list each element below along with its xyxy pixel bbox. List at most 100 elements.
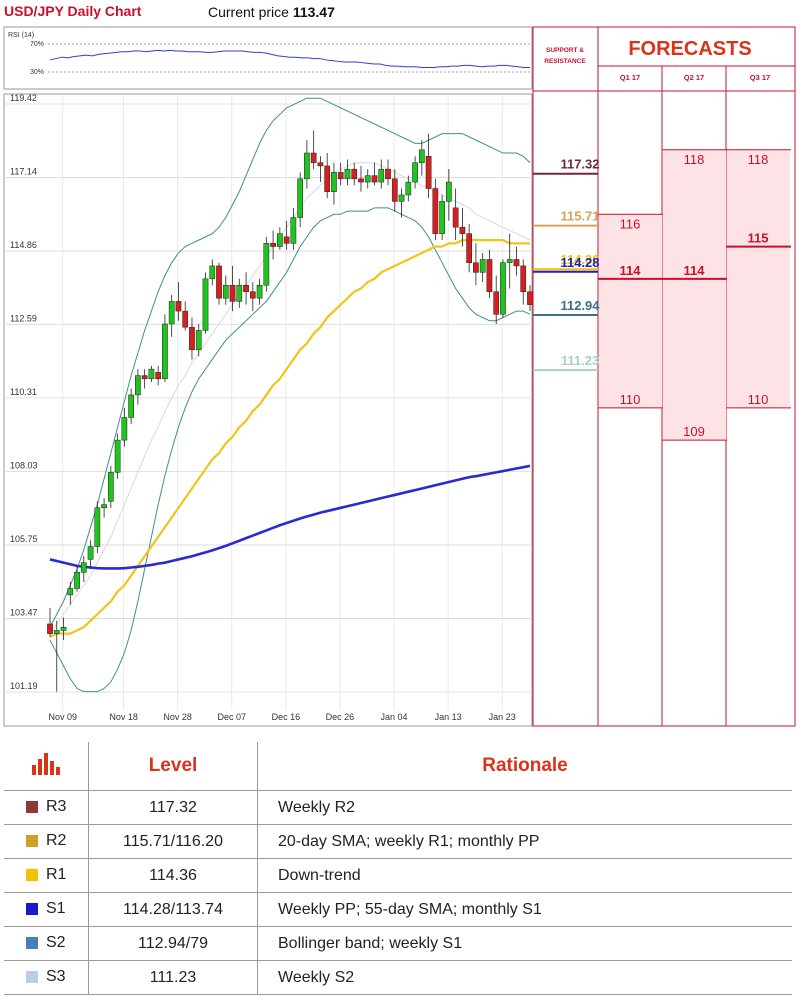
candle-body xyxy=(114,439,121,473)
candle-body xyxy=(94,507,101,547)
x-tick-label: Nov 09 xyxy=(48,712,77,722)
candle-body xyxy=(277,233,283,247)
level-name-cell: S1 xyxy=(4,892,89,927)
rsi-line xyxy=(49,49,530,68)
level-name: R3 xyxy=(46,798,67,816)
current-price-label: Current price xyxy=(208,4,289,20)
table-row: R2 115.71/116.20 20-day SMA; weekly R1; mo… xyxy=(4,824,792,859)
candle-body xyxy=(331,172,337,192)
sr-level-value: 117.32 xyxy=(560,157,599,172)
table-icon-cell xyxy=(4,742,89,791)
candle-body xyxy=(364,175,371,183)
chart-title: USD/JPY Daily Chart xyxy=(4,3,142,19)
candle-body xyxy=(371,175,378,183)
y-tick-label: 117.14 xyxy=(10,167,37,177)
y-tick-label: 119.42 xyxy=(10,93,37,103)
moving-averages xyxy=(49,239,531,638)
rsi-tick-30: 30% xyxy=(30,69,44,76)
candle-body xyxy=(128,394,134,418)
sma-55-line xyxy=(49,239,530,638)
level-header: Level xyxy=(88,742,258,791)
price-chart: RSI (14) 70% 30% 119.42 117.14 114.86 112.5… xyxy=(3,26,796,727)
level-value: 115.71/116.20 xyxy=(88,824,258,859)
candle-body xyxy=(53,630,60,634)
candle-body xyxy=(87,546,94,560)
y-tick-label: 114.86 xyxy=(10,240,37,250)
candle-body xyxy=(297,178,303,218)
candle-body xyxy=(418,149,425,163)
candle-body xyxy=(439,201,445,234)
table-row: S3 111.23 Weekly S2 xyxy=(4,960,792,995)
candle-body xyxy=(479,259,486,273)
candle-body xyxy=(473,262,479,273)
table-header-row: Level Rationale xyxy=(4,742,792,791)
x-axis-labels: Nov 09 Nov 18 Nov 28 Dec 07 Dec 16 Dec 26 Jan … xyxy=(48,712,515,722)
level-name: S3 xyxy=(46,968,66,986)
candle-body xyxy=(74,572,80,589)
candle-body xyxy=(80,562,87,573)
forecast-low-label: 110 xyxy=(620,392,641,407)
candle-body xyxy=(216,265,222,299)
candle-body xyxy=(317,162,324,167)
candle-body xyxy=(520,265,527,292)
candle-body xyxy=(107,472,114,502)
candle-body xyxy=(283,236,290,244)
candle-body xyxy=(486,259,493,292)
level-value: 114.36 xyxy=(88,858,258,893)
candle-body xyxy=(385,168,391,180)
candle-body xyxy=(446,181,452,202)
forecast-range xyxy=(599,214,662,408)
forecast-ranges: 116 114 110 118 114 109 118 115 110 xyxy=(598,149,791,441)
table-row: S2 112.94/79 Bollinger band; weekly S1 xyxy=(4,926,792,961)
table-row: S1 114.28/113.74 Weekly PP; 55-day SMA; mo… xyxy=(4,892,792,927)
level-rationale: Weekly PP; 55-day SMA; monthly S1 xyxy=(257,892,792,927)
candle-body xyxy=(121,417,128,441)
candle-body xyxy=(358,178,364,183)
candle-body xyxy=(513,259,520,267)
candle-body xyxy=(135,375,141,396)
candle-body xyxy=(337,172,344,180)
x-tick-label: Jan 23 xyxy=(489,712,516,722)
candle-body xyxy=(101,504,107,509)
level-rationale: Down-trend xyxy=(257,858,792,893)
forecast-mid-label: 114 xyxy=(620,263,642,278)
level-name-cell: R2 xyxy=(4,824,89,859)
candle-body xyxy=(432,188,439,234)
x-tick-label: Dec 16 xyxy=(272,712,301,722)
candle-body xyxy=(391,178,398,202)
candle-body xyxy=(209,265,216,280)
candle-body xyxy=(405,181,412,196)
level-color-swatch xyxy=(26,937,38,950)
candle-body xyxy=(60,626,67,631)
forecast-low-label: 109 xyxy=(683,424,705,439)
level-value: 112.94/79 xyxy=(88,926,258,961)
sr-level-value: 114.36 xyxy=(560,252,599,267)
sr-header-line1: SUPPORT & xyxy=(546,47,584,54)
candle-body xyxy=(175,301,182,312)
candle-body xyxy=(351,168,358,180)
candle-body xyxy=(493,291,500,315)
level-name: S2 xyxy=(46,934,66,952)
y-tick-label: 103.47 xyxy=(10,607,38,617)
x-tick-label: Nov 18 xyxy=(109,712,138,722)
level-rationale: 20-day SMA; weekly R1; monthly PP xyxy=(257,824,792,859)
sma-200-line xyxy=(49,464,531,570)
candle-body xyxy=(378,168,385,183)
x-tick-label: Dec 26 xyxy=(326,712,355,722)
forecast-q2-header: Q2 17 xyxy=(684,73,704,82)
table-row: R3 117.32 Weekly R2 xyxy=(4,790,792,825)
level-name-cell: S3 xyxy=(4,960,89,995)
candle-body xyxy=(290,217,297,244)
table-row: R1 114.36 Down-trend xyxy=(4,858,792,893)
level-name: R1 xyxy=(46,866,67,884)
candle-body xyxy=(195,330,202,351)
candle-body xyxy=(189,326,195,351)
forecast-high-label: 118 xyxy=(684,152,705,167)
current-price: Current price 113.47 xyxy=(208,4,335,20)
candle-body xyxy=(243,285,249,292)
level-rationale: Bollinger band; weekly S1 xyxy=(257,926,792,961)
candle-body xyxy=(310,152,317,163)
level-color-swatch xyxy=(26,835,38,848)
candles xyxy=(47,130,533,692)
